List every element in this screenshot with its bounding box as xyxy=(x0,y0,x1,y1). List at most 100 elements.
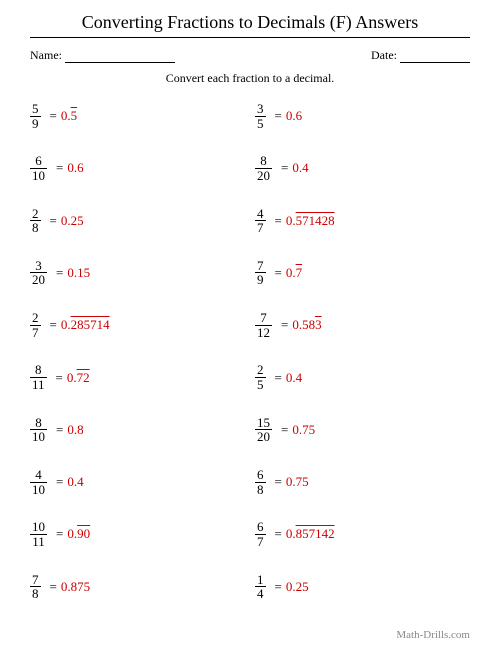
equals-sign: = xyxy=(50,213,57,229)
denominator: 11 xyxy=(30,535,47,549)
problems-grid: 59=0.535=0.6610=0.6820=0.428=0.2547=0.57… xyxy=(30,102,470,601)
answer: 0.75 xyxy=(292,422,315,438)
denominator: 11 xyxy=(30,378,47,392)
equals-sign: = xyxy=(56,474,63,490)
name-blank xyxy=(65,62,175,63)
fraction: 320 xyxy=(30,259,47,287)
numerator: 6 xyxy=(255,468,266,482)
denominator: 10 xyxy=(30,169,47,183)
date-blank xyxy=(400,62,470,63)
answer-repeating: 571428 xyxy=(296,213,335,228)
problem-13: 1520=0.75 xyxy=(255,416,470,444)
numerator: 7 xyxy=(30,573,41,587)
problem-5: 47=0.571428 xyxy=(255,207,470,235)
fraction: 1520 xyxy=(255,416,272,444)
problem-7: 79=0.7 xyxy=(255,259,470,287)
problem-8: 27 = 0.285714 xyxy=(30,311,245,339)
answer: 0.4 xyxy=(292,160,308,176)
fraction: 28 xyxy=(30,207,41,235)
equals-sign: = xyxy=(275,108,282,124)
denominator: 10 xyxy=(30,483,47,497)
equals-sign: = xyxy=(275,213,282,229)
fraction: 610 xyxy=(30,154,47,182)
denominator: 7 xyxy=(30,326,41,340)
title-divider xyxy=(30,37,470,38)
answer-repeating: 857142 xyxy=(296,526,335,541)
fraction: 410 xyxy=(30,468,47,496)
denominator: 7 xyxy=(255,535,266,549)
numerator: 5 xyxy=(30,102,41,116)
numerator: 6 xyxy=(33,154,44,168)
answer-repeating: 285714 xyxy=(71,317,110,332)
denominator: 8 xyxy=(255,483,266,497)
fraction: 79 xyxy=(255,259,266,287)
fraction: 78 xyxy=(30,573,41,601)
answer-pre: 0.8 xyxy=(67,422,83,437)
problem-10: 811=0.72 xyxy=(30,363,245,391)
answer: 0.72 xyxy=(67,370,90,386)
problem-11: 25=0.4 xyxy=(255,363,470,391)
answer: 0.857142 xyxy=(286,526,335,542)
answer: 0.90 xyxy=(67,526,90,542)
numerator: 10 xyxy=(30,520,47,534)
denominator: 12 xyxy=(255,326,272,340)
answer-pre: 0. xyxy=(61,317,71,332)
fraction: 1011 xyxy=(30,520,47,548)
numerator: 15 xyxy=(255,416,272,430)
numerator: 2 xyxy=(30,311,41,325)
answer: 0.4 xyxy=(286,370,302,386)
answer-pre: 0.25 xyxy=(61,213,84,228)
equals-sign: = xyxy=(275,579,282,595)
problem-1: 35 = 0.6 xyxy=(255,102,470,130)
name-date-row: Name: Date: xyxy=(30,48,470,63)
denominator: 8 xyxy=(30,587,41,601)
numerator: 7 xyxy=(255,259,266,273)
problem-18: 78=0.875 xyxy=(30,573,245,601)
numerator: 2 xyxy=(255,363,266,377)
problem-14: 410 = 0.4 xyxy=(30,468,245,496)
numerator: 6 xyxy=(255,520,266,534)
problem-0: 59 =0.5 xyxy=(30,102,245,130)
equals-sign: = xyxy=(275,474,282,490)
denominator: 9 xyxy=(30,117,41,131)
numerator: 7 xyxy=(258,311,269,325)
answer-pre: 0.6 xyxy=(286,108,302,123)
denominator: 8 xyxy=(30,221,41,235)
page-title: Converting Fractions to Decimals (F) Ans… xyxy=(30,12,470,33)
answer-repeating: 7 xyxy=(296,265,303,280)
answer: 0.6 xyxy=(67,160,83,176)
equals-sign: = xyxy=(275,526,282,542)
answer: 0.583 xyxy=(292,317,321,333)
name-label: Name: xyxy=(30,48,62,62)
problem-15: 68=0.75 xyxy=(255,468,470,496)
answer: 0.875 xyxy=(61,579,90,595)
equals-sign: = xyxy=(56,422,63,438)
equals-sign: = xyxy=(50,108,57,124)
fraction: 820 xyxy=(255,154,272,182)
answer-pre: 0. xyxy=(286,213,296,228)
answer-pre: 0.875 xyxy=(61,579,90,594)
answer: 0.25 xyxy=(286,579,309,595)
numerator: 8 xyxy=(33,416,44,430)
denominator: 20 xyxy=(255,169,272,183)
answer: 0.6 xyxy=(286,108,302,124)
date-field: Date: xyxy=(371,48,470,63)
equals-sign: = xyxy=(50,317,57,333)
answer-pre: 0.4 xyxy=(292,160,308,175)
problem-6: 320=0.15 xyxy=(30,259,245,287)
answer: 0.8 xyxy=(67,422,83,438)
answer-pre: 0.6 xyxy=(67,160,83,175)
answer-repeating: 3 xyxy=(315,317,322,332)
answer-pre: 0. xyxy=(61,108,71,123)
fraction: 14 xyxy=(255,573,266,601)
equals-sign: = xyxy=(56,370,63,386)
date-label: Date: xyxy=(371,48,397,62)
numerator: 3 xyxy=(33,259,44,273)
answer: 0.5 xyxy=(61,108,77,124)
fraction: 25 xyxy=(255,363,266,391)
answer-pre: 0.4 xyxy=(67,474,83,489)
fraction: 35 xyxy=(255,102,266,130)
numerator: 8 xyxy=(258,154,269,168)
fraction: 68 xyxy=(255,468,266,496)
equals-sign: = xyxy=(281,317,288,333)
